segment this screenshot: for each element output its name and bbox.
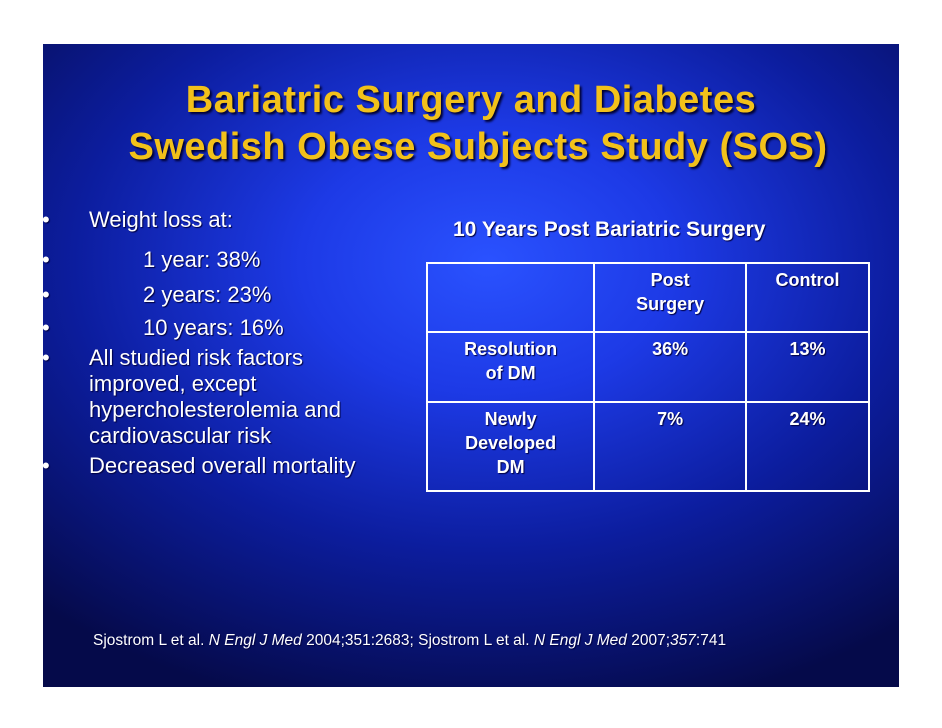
bullet-text-line: improved, except (89, 371, 257, 396)
citation-volume: 357 (670, 632, 696, 649)
slide: Bariatric Surgery and Diabetes Swedish O… (43, 44, 899, 687)
citation-text: 2007; (626, 632, 671, 649)
bullet-text: 10 years: 16% (143, 315, 284, 340)
bullet-text: Decreased overall mortality (89, 453, 356, 478)
slide-title-line-1: Bariatric Surgery and Diabetes (185, 79, 757, 121)
row-label-line: of DM (485, 363, 536, 383)
citation-journal: N Engl J Med (208, 632, 302, 649)
citation-text: Sjostrom L et al. (93, 632, 209, 649)
bullet-text-line: hypercholesterolemia and (89, 397, 341, 422)
bullet-text: 1 year: 38% (143, 247, 261, 272)
post-surgery-value: 7% (593, 401, 748, 492)
post-surgery-value: 36% (593, 331, 748, 403)
row-label-line: Newly (484, 409, 537, 429)
citation-text: :741 (695, 632, 727, 649)
bullet-marker: • (43, 345, 50, 371)
table-header-row: Post Surgery Control (425, 262, 870, 333)
table-header-cell-post-surgery: Post Surgery (593, 262, 748, 333)
control-value: 24% (745, 401, 870, 492)
table-caption: 10 Years Post Bariatric Surgery (453, 218, 766, 241)
results-table: Post Surgery Control Resolution of DM 36… (425, 262, 870, 492)
bullet-marker: • (43, 207, 50, 233)
table-header-cell-empty (425, 262, 596, 333)
citation-text: 2004;351:2683; Sjostrom L et al. (301, 632, 534, 649)
row-label-line: Resolution (464, 339, 558, 359)
bullet-text: 2 years: 23% (143, 282, 272, 307)
table-row: Resolution of DM 36% 13% (425, 331, 870, 403)
bullet-marker: • (43, 315, 50, 341)
header-label-line: Post (650, 270, 690, 290)
table-header-cell-control: Control (745, 262, 870, 333)
bullet-marker: • (43, 282, 50, 308)
row-label-line: DM (496, 457, 525, 477)
row-label-line: Developed (465, 433, 557, 453)
citation-journal: N Engl J Med (533, 632, 627, 649)
table-row: Newly Developed DM 7% 24% (425, 401, 870, 492)
bullet-text-line: cardiovascular risk (89, 423, 272, 448)
bullet-marker: • (43, 247, 50, 273)
row-label-cell: Resolution of DM (425, 331, 596, 403)
header-label-line: Surgery (636, 294, 705, 314)
control-value: 13% (745, 331, 870, 403)
row-label-cell: Newly Developed DM (425, 401, 596, 492)
bullet-marker: • (43, 453, 50, 479)
bullet-text-line: All studied risk factors (89, 345, 303, 370)
slide-title-line-2: Swedish Obese Subjects Study (SOS) (128, 126, 828, 168)
citation: Sjostrom L et al. N Engl J Med 2004;351:… (93, 632, 726, 650)
bullet-text: Weight loss at: (89, 207, 233, 232)
